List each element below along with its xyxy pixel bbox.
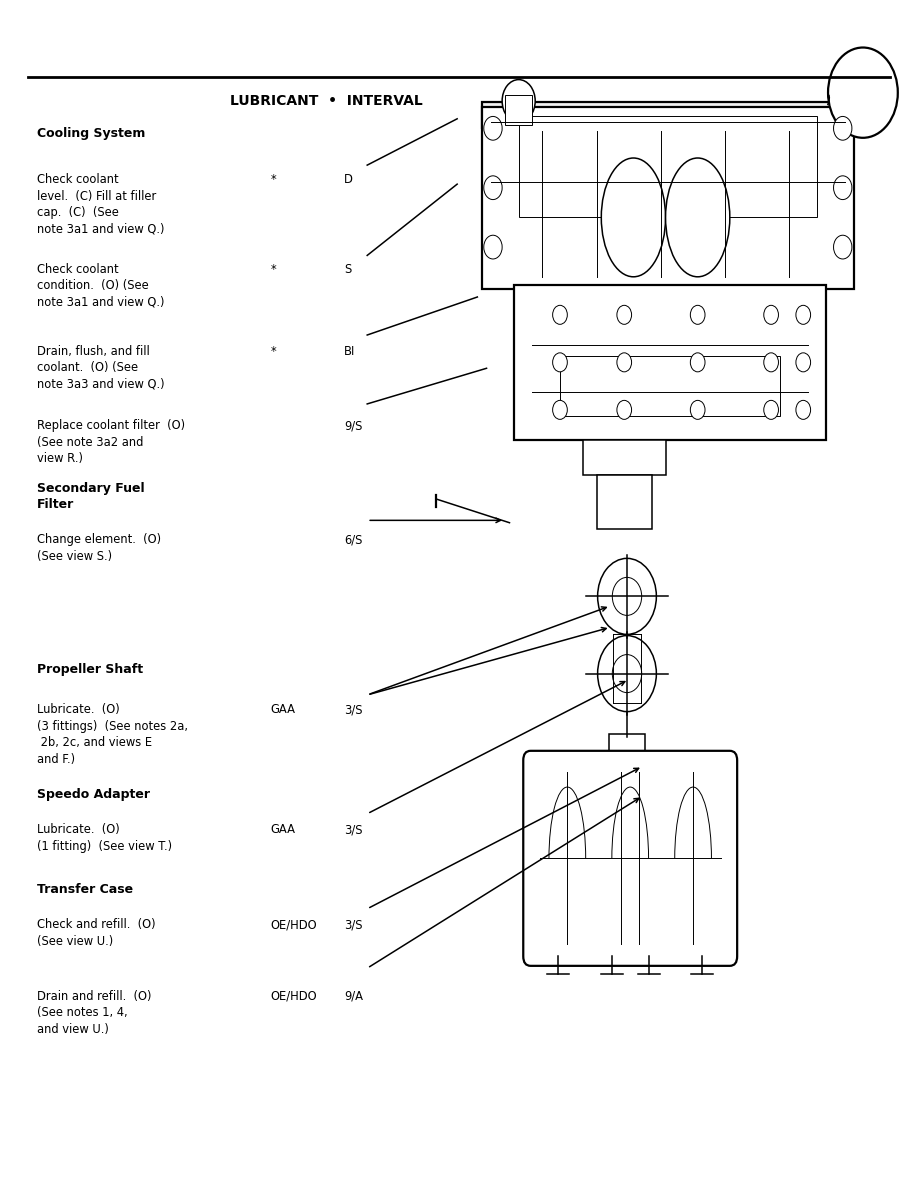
Circle shape xyxy=(690,400,705,419)
Text: 6/S: 6/S xyxy=(344,533,363,546)
Circle shape xyxy=(834,176,852,200)
Circle shape xyxy=(553,400,567,419)
Circle shape xyxy=(598,558,656,634)
Text: 3/S: 3/S xyxy=(344,918,363,931)
Circle shape xyxy=(484,116,502,140)
Bar xyxy=(519,116,817,217)
Bar xyxy=(609,734,645,760)
Circle shape xyxy=(553,305,567,324)
Text: D: D xyxy=(344,173,353,187)
Text: Lubricate.  (O)
(3 fittings)  (See notes 2a,
 2b, 2c, and views E
and F.): Lubricate. (O) (3 fittings) (See notes 2… xyxy=(37,703,187,766)
Text: 3/S: 3/S xyxy=(344,823,363,836)
Text: Check and refill.  (O)
(See view U.): Check and refill. (O) (See view U.) xyxy=(37,918,155,948)
Circle shape xyxy=(612,655,642,693)
Bar xyxy=(560,356,780,416)
Circle shape xyxy=(764,400,778,419)
Bar xyxy=(482,102,854,128)
Circle shape xyxy=(828,48,898,138)
Text: LUBRICANT  •  INTERVAL: LUBRICANT • INTERVAL xyxy=(230,94,422,108)
Circle shape xyxy=(796,305,811,324)
Bar xyxy=(505,95,532,125)
Text: Transfer Case: Transfer Case xyxy=(37,883,133,896)
Bar xyxy=(583,440,666,475)
Text: Lubricate.  (O)
(1 fitting)  (See view T.): Lubricate. (O) (1 fitting) (See view T.) xyxy=(37,823,172,853)
Text: Check coolant
level.  (C) Fill at filler
cap.  (C)  (See
note 3a1 and view Q.): Check coolant level. (C) Fill at filler … xyxy=(37,173,164,236)
Circle shape xyxy=(617,400,632,419)
Text: OE/HDO: OE/HDO xyxy=(271,990,318,1003)
Bar xyxy=(597,475,652,529)
Circle shape xyxy=(690,353,705,372)
Circle shape xyxy=(764,353,778,372)
Text: *: * xyxy=(271,173,276,187)
Circle shape xyxy=(484,235,502,259)
Ellipse shape xyxy=(601,158,666,277)
Text: 9/A: 9/A xyxy=(344,990,364,1003)
Text: Drain, flush, and fill
coolant.  (O) (See
note 3a3 and view Q.): Drain, flush, and fill coolant. (O) (See… xyxy=(37,345,164,391)
Text: GAA: GAA xyxy=(271,823,296,836)
Circle shape xyxy=(796,400,811,419)
Text: Drain and refill.  (O)
(See notes 1, 4,
and view U.): Drain and refill. (O) (See notes 1, 4, a… xyxy=(37,990,151,1036)
Circle shape xyxy=(834,235,852,259)
Circle shape xyxy=(834,116,852,140)
Text: Replace coolant filter  (O)
(See note 3a2 and
view R.): Replace coolant filter (O) (See note 3a2… xyxy=(37,419,185,466)
Text: *: * xyxy=(271,345,276,358)
Text: BI: BI xyxy=(344,345,355,358)
Text: Check coolant
condition.  (O) (See
note 3a1 and view Q.): Check coolant condition. (O) (See note 3… xyxy=(37,263,164,309)
Circle shape xyxy=(598,636,656,712)
Text: 3/S: 3/S xyxy=(344,703,363,716)
Bar xyxy=(482,107,854,289)
Text: GAA: GAA xyxy=(271,703,296,716)
Text: Speedo Adapter: Speedo Adapter xyxy=(37,788,150,801)
Text: 9/S: 9/S xyxy=(344,419,363,432)
Circle shape xyxy=(553,353,567,372)
Text: Cooling System: Cooling System xyxy=(37,127,145,140)
Bar xyxy=(514,285,826,440)
Circle shape xyxy=(612,577,642,615)
Circle shape xyxy=(690,305,705,324)
Text: *: * xyxy=(271,263,276,276)
Text: OE/HDO: OE/HDO xyxy=(271,918,318,931)
FancyBboxPatch shape xyxy=(523,751,737,966)
Text: Propeller Shaft: Propeller Shaft xyxy=(37,663,143,676)
Ellipse shape xyxy=(666,158,730,277)
Text: Secondary Fuel
Filter: Secondary Fuel Filter xyxy=(37,482,144,511)
Circle shape xyxy=(502,80,535,122)
Circle shape xyxy=(617,353,632,372)
Text: S: S xyxy=(344,263,352,276)
Text: Change element.  (O)
(See view S.): Change element. (O) (See view S.) xyxy=(37,533,161,563)
Circle shape xyxy=(617,305,632,324)
Circle shape xyxy=(796,353,811,372)
Circle shape xyxy=(484,176,502,200)
Circle shape xyxy=(764,305,778,324)
